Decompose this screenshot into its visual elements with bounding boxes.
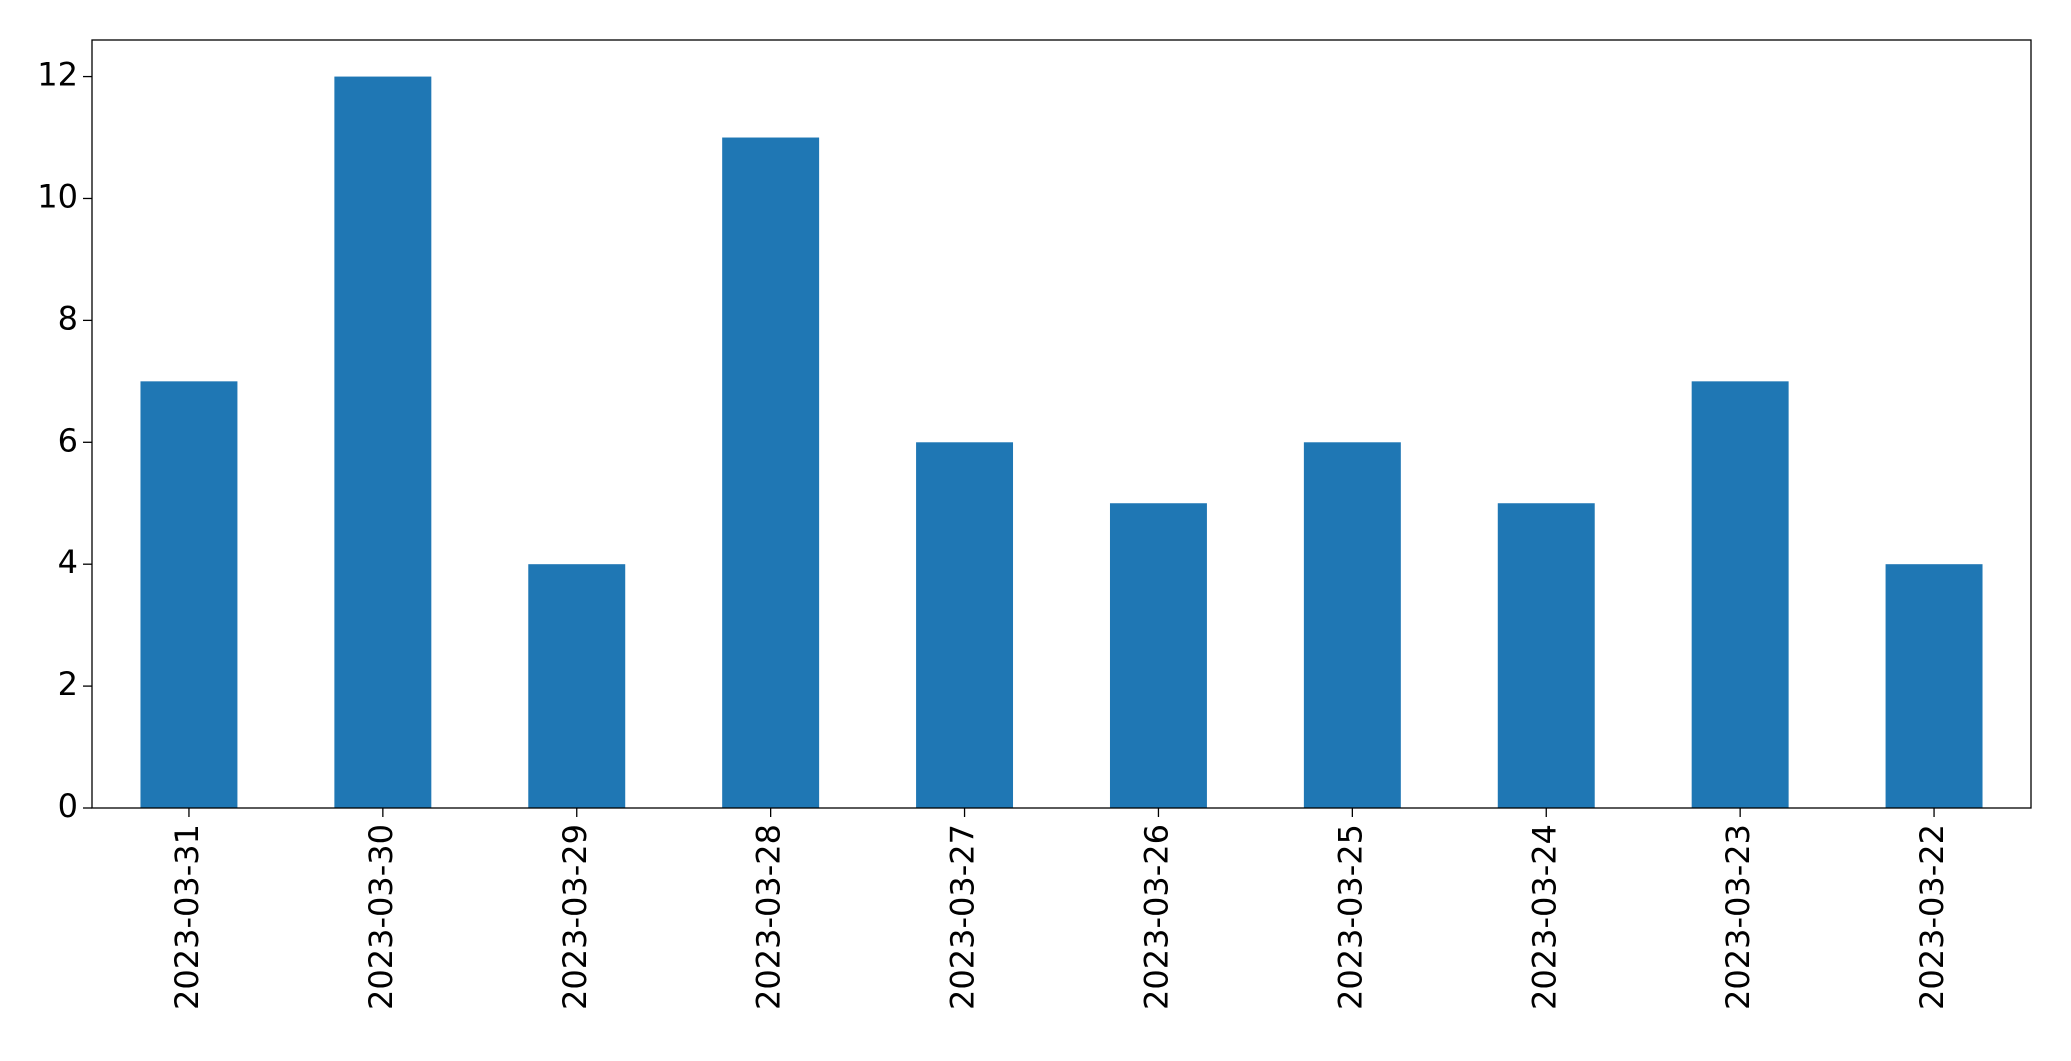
x-tick-label: 2023-03-27	[944, 824, 982, 1010]
x-tick-label: 2023-03-25	[1331, 824, 1369, 1010]
x-tick-label: 2023-03-23	[1719, 824, 1757, 1010]
y-tick-label: 12	[37, 56, 78, 94]
bar	[1885, 564, 1983, 808]
bar	[1303, 442, 1401, 808]
bar	[140, 381, 238, 808]
x-tick-label: 2023-03-28	[750, 824, 788, 1010]
bar	[1691, 381, 1789, 808]
y-tick-label: 6	[58, 421, 78, 459]
bar	[1109, 503, 1207, 808]
y-tick-label: 2	[58, 665, 78, 703]
bar	[722, 137, 820, 808]
x-tick-label: 2023-03-26	[1137, 824, 1175, 1010]
y-tick-label: 4	[58, 543, 78, 581]
bar	[916, 442, 1014, 808]
x-tick-label: 2023-03-29	[556, 824, 594, 1010]
x-tick-label: 2023-03-24	[1525, 824, 1563, 1010]
x-tick-label: 2023-03-31	[168, 824, 206, 1010]
bar	[334, 76, 432, 809]
y-tick-label: 0	[58, 787, 78, 825]
bar	[528, 564, 626, 808]
x-tick-label: 2023-03-22	[1913, 824, 1951, 1010]
x-tick-label: 2023-03-30	[362, 824, 400, 1010]
y-tick-label: 8	[58, 299, 78, 337]
bar	[1497, 503, 1595, 808]
y-tick-label: 10	[37, 177, 78, 215]
axes-frame	[91, 39, 2032, 809]
